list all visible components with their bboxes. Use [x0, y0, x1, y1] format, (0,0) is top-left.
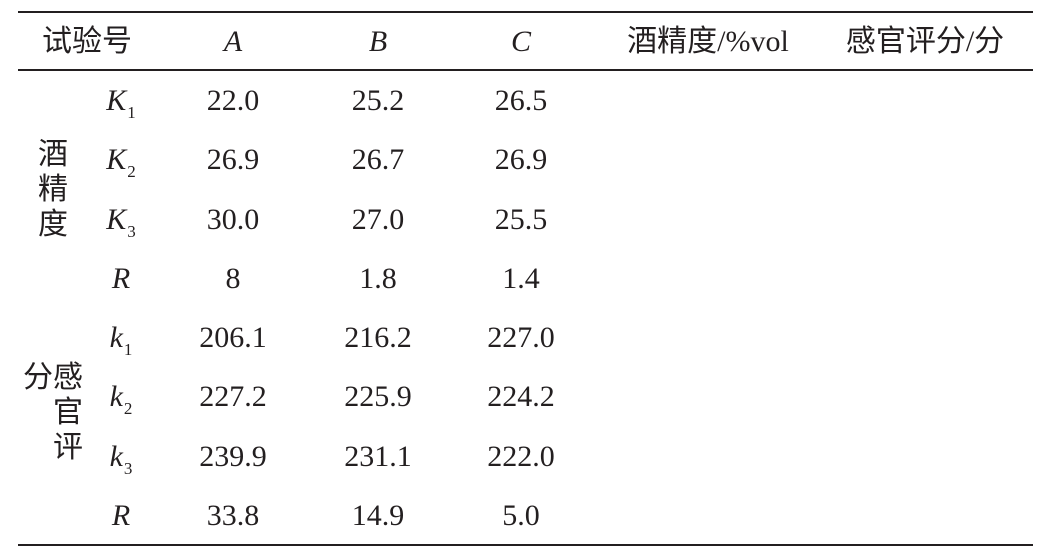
- symbol: K: [106, 202, 127, 236]
- row-symbol: k3: [109, 439, 133, 477]
- symbol: R: [111, 498, 131, 532]
- header-cell: 酒精度/%vol: [627, 25, 789, 58]
- group-label: 感官评分: [18, 360, 81, 466]
- symbol: K: [106, 143, 127, 177]
- value-cell: 33.8: [206, 498, 260, 532]
- subscript: 3: [123, 458, 133, 478]
- value-cell: 26.7: [351, 143, 405, 177]
- row-symbol: k1: [109, 321, 133, 359]
- row-symbol: k2: [109, 380, 133, 418]
- value-cell: 231.1: [344, 439, 412, 473]
- row-symbol: R: [111, 498, 131, 532]
- value-cell: 1.4: [502, 261, 540, 295]
- value-cell: 22.0: [206, 84, 260, 117]
- subscript: 2: [127, 162, 136, 182]
- symbol: K: [106, 84, 127, 117]
- row-symbol: K1: [106, 84, 136, 122]
- value-cell: 227.2: [199, 380, 267, 414]
- value-cell: 26.9: [494, 143, 548, 177]
- value-cell: 26.5: [494, 84, 548, 117]
- value-cell: 227.0: [487, 321, 555, 354]
- row-symbol: R: [111, 261, 131, 295]
- value-cell: 25.5: [494, 202, 548, 236]
- subscript: 2: [123, 399, 133, 419]
- value-cell: 206.1: [199, 321, 267, 354]
- symbol: R: [111, 261, 131, 295]
- value-cell: 8: [225, 261, 241, 295]
- value-cell: 25.2: [351, 84, 405, 117]
- value-cell: 30.0: [206, 202, 260, 236]
- symbol: k: [109, 321, 123, 354]
- row-symbol: K2: [106, 143, 136, 181]
- value-cell: 222.0: [487, 439, 555, 473]
- value-cell: 239.9: [199, 439, 267, 473]
- header-cell: 试验号: [42, 25, 132, 58]
- header-rule: [18, 69, 1033, 71]
- value-cell: 27.0: [351, 202, 405, 236]
- value-cell: 225.9: [344, 380, 412, 414]
- header-cell: A: [223, 25, 243, 58]
- value-cell: 224.2: [487, 380, 555, 414]
- value-cell: 216.2: [344, 321, 412, 354]
- value-cell: 5.0: [502, 498, 540, 532]
- value-cell: 26.9: [206, 143, 260, 177]
- bottom-rule: [18, 544, 1033, 546]
- header-cell: 感官评分/分: [845, 25, 1005, 58]
- group-label: 酒精度: [33, 137, 66, 243]
- value-cell: 1.8: [359, 261, 397, 295]
- subscript: 3: [127, 221, 136, 241]
- symbol: k: [109, 439, 123, 473]
- value-cell: 14.9: [351, 498, 405, 532]
- header-cell: B: [368, 25, 388, 58]
- subscript: 1: [127, 103, 136, 122]
- symbol: k: [109, 380, 123, 414]
- header-cell: C: [510, 25, 532, 58]
- top-rule: [18, 11, 1033, 13]
- row-symbol: K3: [106, 202, 136, 240]
- subscript: 1: [123, 340, 133, 359]
